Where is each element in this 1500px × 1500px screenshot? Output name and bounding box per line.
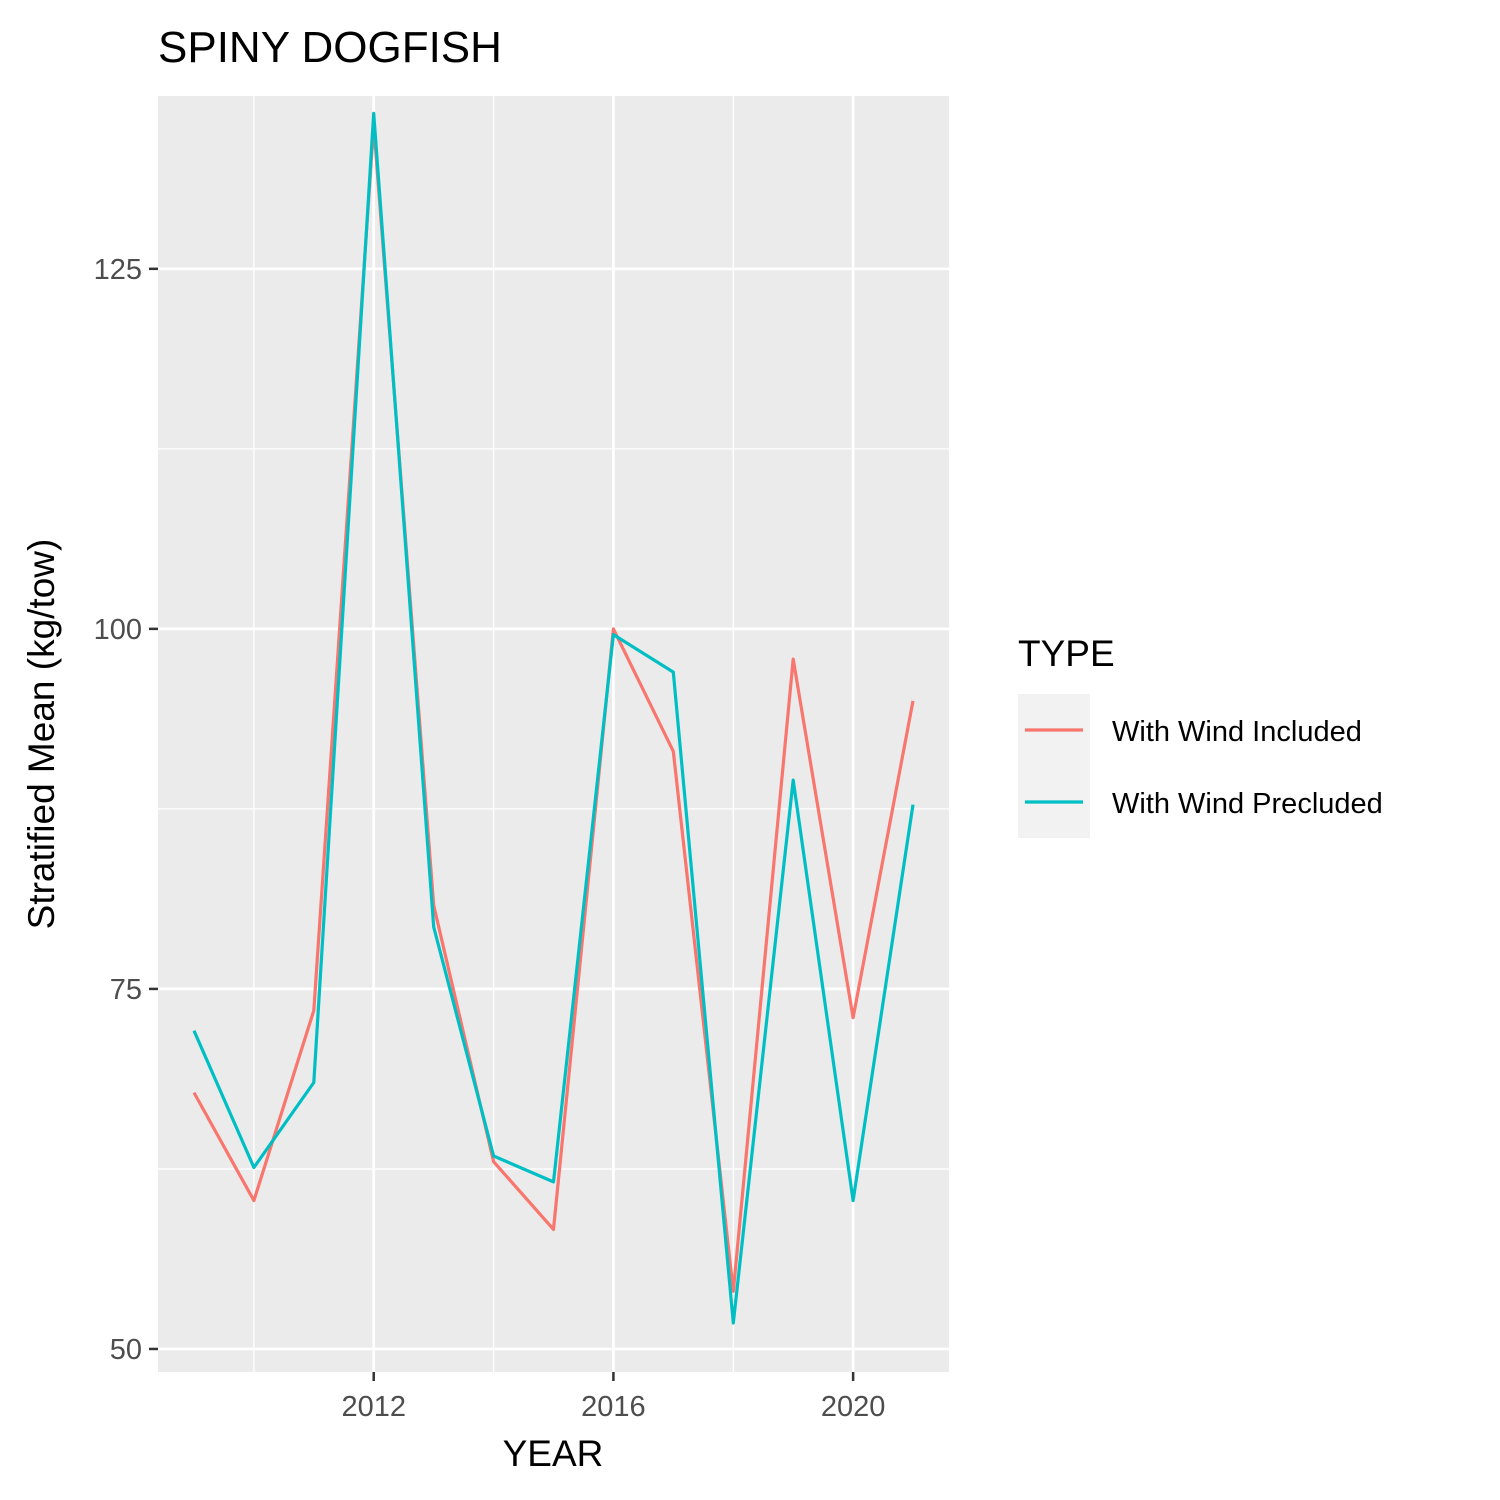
y-tick-label: 75 (110, 974, 142, 1006)
legend: TYPE With Wind Included With Wind Preclud… (1018, 633, 1383, 838)
major-gridlines (158, 96, 949, 1372)
y-axis: 50 75 100 125 (94, 254, 158, 1366)
legend-label-2: With Wind Precluded (1112, 788, 1383, 820)
y-tick-label: 100 (94, 614, 142, 646)
x-axis-title: YEAR (503, 1433, 604, 1474)
series-lines (192, 111, 915, 1325)
series-line-2 (192, 111, 915, 1325)
legend-label-1: With Wind Included (1112, 716, 1362, 748)
minor-gridlines (158, 96, 949, 1372)
legend-title: TYPE (1018, 633, 1115, 674)
chart-title: SPINY DOGFISH (158, 23, 502, 72)
series-line-1 (192, 123, 915, 1293)
x-tick-label: 2012 (341, 1391, 406, 1423)
y-tick-label: 50 (110, 1334, 142, 1366)
y-axis-title: Stratified Mean (kg/tow) (21, 539, 62, 930)
plot-panel (158, 96, 949, 1372)
y-tick-label: 125 (94, 254, 142, 286)
x-axis: 2012 2016 2020 (341, 1372, 885, 1423)
x-tick-label: 2016 (581, 1391, 646, 1423)
x-tick-label: 2020 (821, 1391, 886, 1423)
legend-key-background (1018, 694, 1090, 838)
